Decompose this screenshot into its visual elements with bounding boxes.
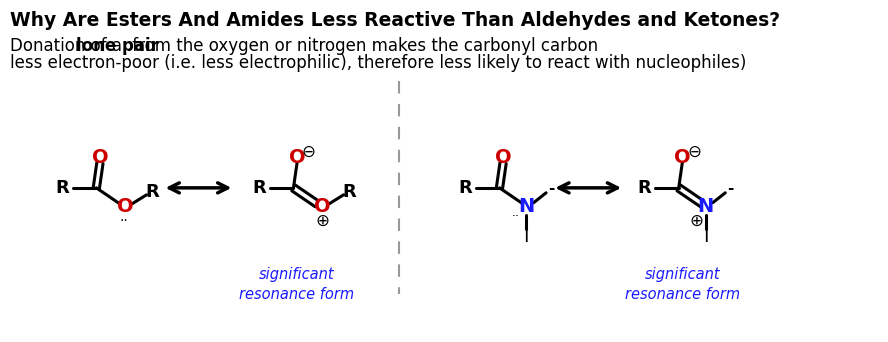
- Text: |: |: [524, 226, 529, 242]
- Text: R: R: [252, 179, 266, 197]
- Text: O: O: [313, 197, 330, 216]
- Text: O: O: [674, 148, 691, 167]
- Text: ⊖: ⊖: [302, 143, 315, 161]
- Text: |: |: [702, 226, 709, 242]
- Text: ⊕: ⊕: [315, 212, 329, 229]
- Text: ⊖: ⊖: [687, 143, 701, 161]
- Text: less electron-poor (i.e. less electrophilic), therefore less likely to react wit: less electron-poor (i.e. less electrophi…: [11, 54, 747, 72]
- Text: ··: ··: [511, 210, 519, 223]
- Text: from the oxygen or nitrogen makes the carbonyl carbon: from the oxygen or nitrogen makes the ca…: [127, 37, 598, 55]
- Text: R: R: [342, 183, 356, 201]
- Text: O: O: [91, 148, 108, 167]
- Text: -: -: [548, 181, 555, 196]
- Text: -: -: [727, 181, 733, 196]
- Text: significant
resonance form: significant resonance form: [624, 267, 740, 302]
- Text: significant
resonance form: significant resonance form: [240, 267, 354, 302]
- Text: Why Are Esters And Amides Less Reactive Than Aldehydes and Ketones?: Why Are Esters And Amides Less Reactive …: [11, 11, 781, 30]
- Text: O: O: [495, 148, 511, 167]
- Text: N: N: [519, 197, 535, 216]
- Text: R: R: [638, 179, 652, 197]
- Text: ⊕: ⊕: [690, 212, 703, 229]
- Text: R: R: [145, 183, 159, 201]
- Text: R: R: [55, 179, 69, 197]
- Text: Donation of a: Donation of a: [11, 37, 128, 55]
- Text: O: O: [116, 197, 133, 216]
- Text: ··: ··: [120, 214, 129, 227]
- Text: lone pair: lone pair: [75, 37, 159, 55]
- Text: R: R: [458, 179, 472, 197]
- Text: N: N: [697, 197, 714, 216]
- Text: O: O: [289, 148, 305, 167]
